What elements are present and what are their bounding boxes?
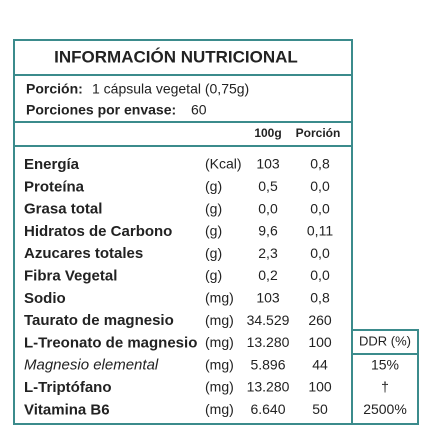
- row-unit: (Kcal): [205, 156, 242, 172]
- row-unit: (g): [205, 223, 222, 239]
- ddr-frame: [351, 329, 419, 425]
- row-per100: 9,6: [258, 223, 278, 239]
- row-name: Sodio: [24, 290, 66, 307]
- row-name: L-Triptófano: [24, 379, 111, 396]
- row-per100: 13.280: [247, 334, 290, 350]
- row-portion: 0,0: [310, 267, 330, 283]
- row-per100: 6.640: [250, 401, 285, 417]
- row-name: Fibra Vegetal: [24, 267, 117, 284]
- row-per100: 34.529: [247, 312, 290, 328]
- row-name: Vitamina B6: [24, 401, 110, 418]
- row-portion: 0,11: [307, 223, 333, 239]
- ddr-header: DDR (%): [359, 333, 411, 348]
- row-per100: 103: [256, 290, 280, 306]
- row-name: Taurato de magnesio: [24, 312, 174, 329]
- portion-value: 1 cápsula vegetal (0,75g): [92, 81, 249, 97]
- column-header: 100g: [254, 126, 281, 140]
- row-name: Grasa total: [24, 201, 102, 218]
- row-per100: 0,0: [258, 200, 278, 216]
- row-unit: (g): [205, 200, 222, 216]
- row-per100: 13.280: [247, 379, 290, 395]
- row-per100: 2,3: [258, 245, 278, 261]
- row-portion: 0,0: [310, 200, 330, 216]
- row-name: L-Treonato de magnesio: [24, 334, 197, 351]
- servings-label: Porciones por envase:: [26, 102, 176, 118]
- row-per100: 5.896: [250, 356, 285, 372]
- row-name: Magnesio elemental: [24, 357, 159, 374]
- row-portion: 100: [308, 379, 332, 395]
- row-name: Energía: [24, 156, 80, 173]
- row-unit: (g): [205, 178, 222, 194]
- row-portion: 50: [312, 401, 328, 417]
- row-per100: 103: [256, 156, 280, 172]
- row-portion: 0,0: [310, 178, 330, 194]
- row-name: Proteína: [24, 178, 85, 195]
- row-unit: (g): [205, 267, 222, 283]
- column-header: Porción: [296, 126, 341, 140]
- row-unit: (mg): [205, 356, 234, 372]
- row-portion: 260: [308, 312, 332, 328]
- row-portion: 0,8: [310, 290, 330, 306]
- portion-label: Porción:: [26, 81, 83, 97]
- outer-frame: [13, 39, 353, 425]
- row-ddr: †: [381, 379, 389, 395]
- row-unit: (mg): [205, 401, 234, 417]
- row-unit: (mg): [205, 290, 234, 306]
- row-unit: (mg): [205, 379, 234, 395]
- row-portion: 0,0: [310, 245, 330, 261]
- row-per100: 0,5: [258, 178, 278, 194]
- row-ddr: 15%: [371, 356, 399, 372]
- row-unit: (g): [205, 245, 222, 261]
- row-portion: 44: [312, 356, 328, 372]
- row-per100: 0,2: [258, 267, 278, 283]
- row-name: Azucares totales: [24, 245, 143, 262]
- title: INFORMACIÓN NUTRICIONAL: [54, 47, 298, 66]
- servings-value: 60: [191, 102, 207, 118]
- row-ddr: 2500%: [363, 401, 407, 417]
- row-portion: 100: [308, 334, 332, 350]
- row-unit: (mg): [205, 334, 234, 350]
- row-name: Hidratos de Carbono: [24, 223, 172, 240]
- row-unit: (mg): [205, 312, 234, 328]
- row-portion: 0,8: [310, 156, 330, 172]
